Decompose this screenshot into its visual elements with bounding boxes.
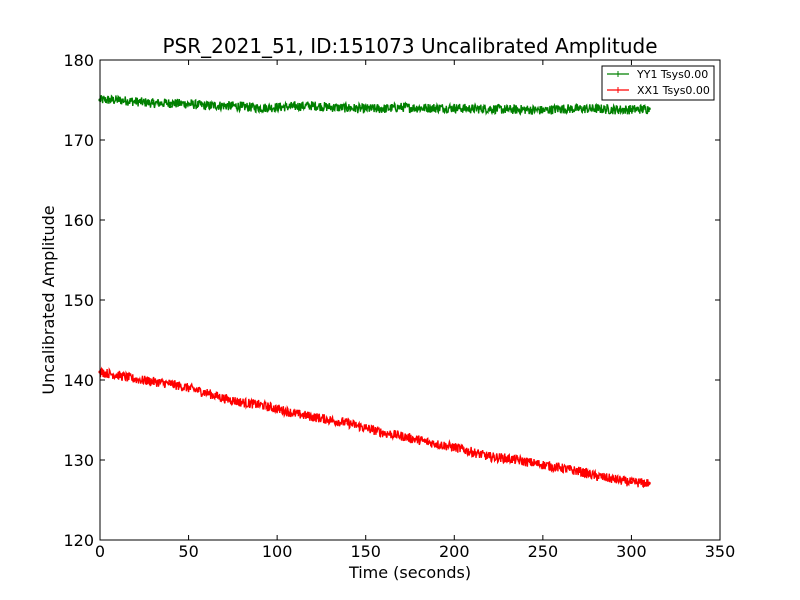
data-point-yy1 <box>186 102 191 106</box>
data-point-yy1 <box>133 100 138 104</box>
data-point-xx1 <box>452 445 456 449</box>
data-point-yy1 <box>576 107 580 111</box>
legend-box <box>601 65 715 101</box>
data-point-yy1 <box>470 107 474 111</box>
data-point-xx1 <box>523 460 527 464</box>
data-point-xx1 <box>470 450 474 454</box>
data-point-xx1 <box>647 481 651 485</box>
x-tick-label: 300 <box>616 542 647 561</box>
series-xx1 <box>98 366 651 489</box>
y-tick-label: 120 <box>63 531 94 550</box>
data-point-xx1 <box>629 480 634 484</box>
data-point-yy1 <box>240 104 244 108</box>
data-point-yy1 <box>541 108 545 112</box>
legend-label: YY1 Tsys0.00 <box>636 68 708 81</box>
y-tick-label: 130 <box>63 451 94 470</box>
data-point-yy1 <box>310 104 315 108</box>
x-tick-label: 350 <box>705 542 736 561</box>
y-tick-label: 150 <box>63 291 94 310</box>
x-tick-label: 150 <box>350 542 381 561</box>
data-point-yy1 <box>364 107 368 111</box>
data-point-xx1 <box>222 396 226 400</box>
series-layer <box>98 94 651 489</box>
data-point-xx1 <box>275 407 279 411</box>
y-tick-label: 140 <box>63 371 94 390</box>
y-tick-label: 180 <box>63 51 94 70</box>
y-tick-label: 170 <box>63 131 94 150</box>
data-point-xx1 <box>169 382 173 386</box>
data-point-xx1 <box>116 373 120 377</box>
plot-frame <box>99 59 721 541</box>
series-yy1 <box>98 94 651 116</box>
data-point-xx1 <box>434 442 439 446</box>
data-point-xx1 <box>576 469 580 473</box>
chart-title: PSR_2021_51, ID:151073 Uncalibrated Ampl… <box>163 34 658 58</box>
data-point-yy1 <box>417 106 421 110</box>
data-point-xx1 <box>293 412 297 416</box>
data-point-xx1 <box>240 400 244 404</box>
data-point-yy1 <box>399 105 403 109</box>
data-point-yy1 <box>452 106 456 110</box>
legend-entry-xx1: XX1 Tsys0.00 <box>607 84 710 97</box>
data-point-yy1 <box>381 107 386 111</box>
data-point-xx1 <box>186 386 191 390</box>
data-point-xx1 <box>488 455 492 459</box>
data-point-yy1 <box>222 104 226 108</box>
legend-entry-yy1: YY1 Tsys0.00 <box>607 68 708 81</box>
data-point-xx1 <box>310 415 315 419</box>
data-point-yy1 <box>169 101 173 105</box>
data-point-xx1 <box>594 474 598 478</box>
data-point-xx1 <box>204 391 208 395</box>
x-tick-label: 0 <box>95 542 105 561</box>
data-point-yy1 <box>346 106 350 110</box>
data-point-xx1 <box>541 463 545 467</box>
y-axis-label: Uncalibrated Amplitude <box>39 205 58 394</box>
data-point-yy1 <box>293 104 297 108</box>
data-point-xx1 <box>417 438 421 442</box>
data-point-xx1 <box>257 403 262 407</box>
data-point-yy1 <box>488 107 492 111</box>
data-point-yy1 <box>612 108 616 112</box>
data-point-yy1 <box>647 107 651 111</box>
x-axis-label: Time (seconds) <box>348 563 471 582</box>
data-point-yy1 <box>558 107 563 111</box>
data-point-yy1 <box>434 106 439 110</box>
data-point-xx1 <box>381 431 386 435</box>
data-point-yy1 <box>204 104 208 108</box>
data-point-xx1 <box>133 377 138 381</box>
data-point-xx1 <box>612 477 616 481</box>
data-point-yy1 <box>151 101 155 105</box>
legend-label: XX1 Tsys0.00 <box>637 84 710 97</box>
x-tick-label: 100 <box>262 542 293 561</box>
data-point-xx1 <box>151 380 155 384</box>
data-point-xx1 <box>364 426 368 430</box>
data-point-yy1 <box>275 105 279 109</box>
data-point-xx1 <box>505 456 510 460</box>
data-point-xx1 <box>399 434 403 438</box>
data-point-xx1 <box>558 466 563 470</box>
x-tick-label: 200 <box>439 542 470 561</box>
series-line-yy1 <box>99 94 650 116</box>
data-point-yy1 <box>523 108 527 112</box>
data-point-yy1 <box>116 98 120 102</box>
data-point-yy1 <box>257 106 262 110</box>
x-tick-label: 250 <box>528 542 559 561</box>
data-point-xx1 <box>328 418 332 422</box>
data-point-yy1 <box>594 107 598 111</box>
y-tick-label: 160 <box>63 211 94 230</box>
data-point-yy1 <box>328 105 332 109</box>
series-line-xx1 <box>99 366 650 489</box>
data-point-yy1 <box>505 108 510 112</box>
data-point-yy1 <box>629 108 634 112</box>
x-tick-label: 50 <box>178 542 198 561</box>
legend: YY1 Tsys0.00 XX1 Tsys0.00 <box>601 65 715 101</box>
data-point-xx1 <box>346 421 350 425</box>
